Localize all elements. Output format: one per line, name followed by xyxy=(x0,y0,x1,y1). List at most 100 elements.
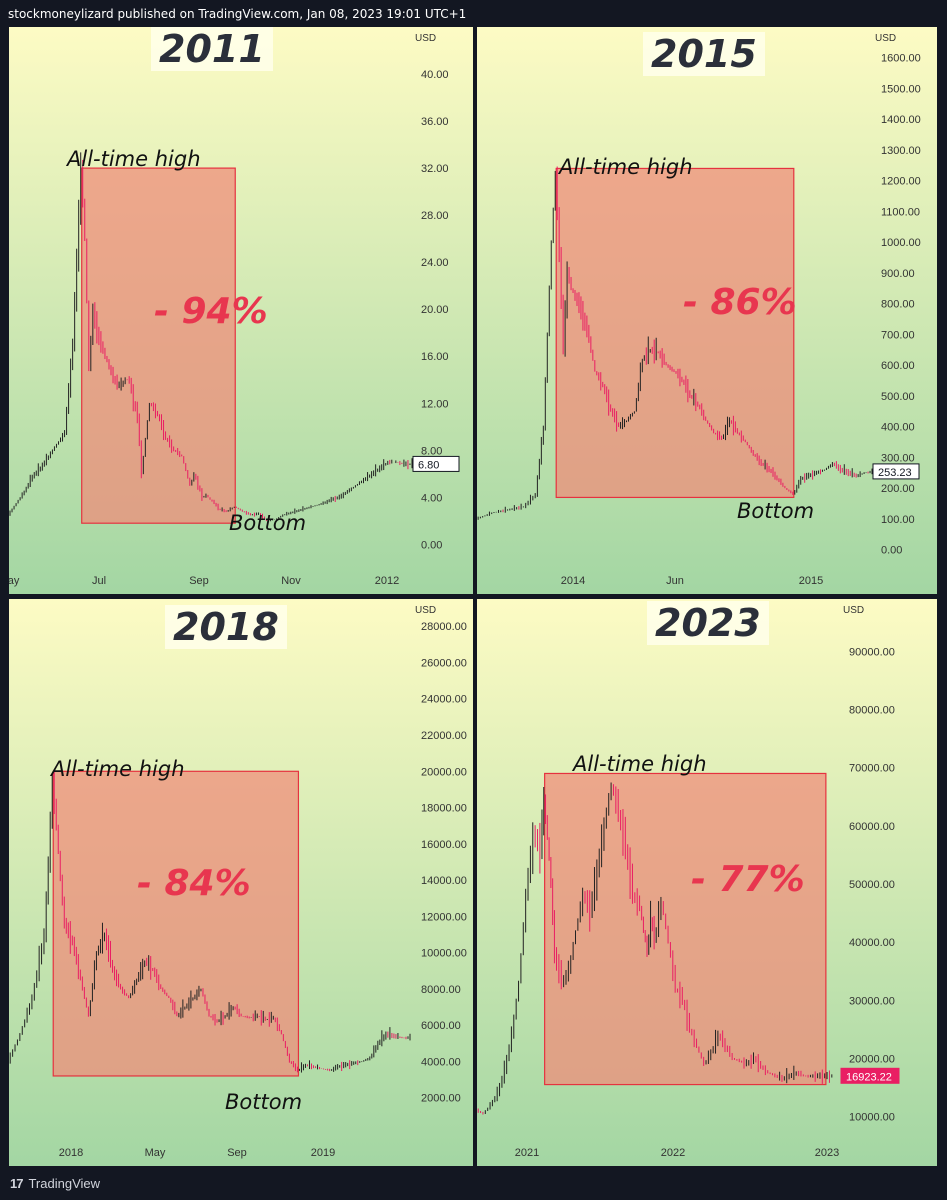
last-price-badge xyxy=(840,1067,900,1084)
x-tick-label: 2014 xyxy=(561,575,585,587)
publish-header: stockmoneylizard published on TradingVie… xyxy=(8,7,467,21)
chart-panel-2011: USD 0.00 4.00 8.00 12.00 16.00 20.00 24.00 28.00… xyxy=(9,27,473,594)
y-tick-label: 18000.00 xyxy=(421,803,467,815)
y-tick-label: 20.00 xyxy=(421,304,449,316)
x-tick-label: Jun xyxy=(666,575,684,587)
chart-panel-2018: USD 2000.00 4000.00 6000.00 8000.00 10000.00 1… xyxy=(9,599,473,1166)
chart-svg-2011: USD 0.00 4.00 8.00 12.00 16.00 20.00 24.00 28.00… xyxy=(9,27,473,594)
y-axis-unit-label: USD xyxy=(843,605,864,616)
drawdown-label-2018: - 84% xyxy=(137,863,251,904)
y-tick-label: 70000.00 xyxy=(849,763,895,775)
y-tick-label: 12000.00 xyxy=(421,911,467,923)
y-tick-label: 28.00 xyxy=(421,210,449,222)
last-price-label: 6.80 xyxy=(418,459,439,471)
drawdown-box xyxy=(81,167,236,524)
last-price-badge xyxy=(872,463,920,480)
y-tick-label: 0.00 xyxy=(421,539,442,551)
y-tick-label: 32.00 xyxy=(421,163,449,175)
y-tick-label: 500.00 xyxy=(881,391,915,403)
y-tick-label: 4.00 xyxy=(421,492,442,504)
y-tick-label: 14000.00 xyxy=(421,875,467,887)
ath-label-2015: All-time high xyxy=(559,155,693,179)
x-tick-label: 2018 xyxy=(59,1147,83,1159)
y-tick-label: 6000.00 xyxy=(421,1020,461,1032)
y-tick-label: 26000.00 xyxy=(421,657,467,669)
x-tick-label: 2021 xyxy=(515,1147,539,1159)
y-tick-label: 0.00 xyxy=(881,545,902,557)
y-tick-label: 40000.00 xyxy=(849,937,895,949)
x-tick-label: May xyxy=(9,575,20,587)
y-tick-label: 28000.00 xyxy=(421,621,467,633)
x-tick-label: Sep xyxy=(227,1147,247,1159)
y-tick-label: 22000.00 xyxy=(421,730,467,742)
drawdown-label-2011: - 94% xyxy=(154,291,268,332)
y-tick-label: 8000.00 xyxy=(421,984,461,996)
drawdown-box xyxy=(52,770,300,1077)
y-tick-label: 900.00 xyxy=(881,268,915,280)
y-tick-label: 20000.00 xyxy=(421,766,467,778)
y-tick-label: 8.00 xyxy=(421,445,442,457)
x-tick-label: 2019 xyxy=(311,1147,335,1159)
y-axis-unit-label: USD xyxy=(415,605,436,616)
y-tick-label: 800.00 xyxy=(881,299,915,311)
y-tick-label: 90000.00 xyxy=(849,646,895,658)
y-tick-label: 10000.00 xyxy=(849,1112,895,1124)
y-tick-label: 50000.00 xyxy=(849,879,895,891)
brand-name: TradingView xyxy=(28,1175,101,1191)
y-tick-label: 24.00 xyxy=(421,257,449,269)
chart-title-2015: 2015 xyxy=(643,32,765,76)
y-tick-label: 80000.00 xyxy=(849,704,895,716)
x-tick-label: Jul xyxy=(92,575,106,587)
y-tick-label: 60000.00 xyxy=(849,821,895,833)
y-tick-label: 40.00 xyxy=(421,69,449,81)
bottom-label-2018: Bottom xyxy=(225,1090,303,1114)
y-tick-label: 600.00 xyxy=(881,360,915,372)
y-tick-label: 20000.00 xyxy=(849,1053,895,1065)
last-price-badge xyxy=(412,455,460,472)
y-tick-label: 4000.00 xyxy=(421,1056,461,1068)
tradingview-logo-icon: 17 xyxy=(10,1175,24,1191)
y-tick-label: 100.00 xyxy=(881,514,915,526)
y-tick-label: 1000.00 xyxy=(881,237,921,249)
drawdown-label-2015: - 86% xyxy=(683,282,797,323)
x-tick-label: Sep xyxy=(189,575,209,587)
y-tick-label: 36.00 xyxy=(421,116,449,128)
ath-label-2018: All-time high xyxy=(51,757,185,781)
y-tick-label: 1300.00 xyxy=(881,145,921,157)
chart-panel-2023: USD 10000.00 20000.00 30000.00 40000.00 50000… xyxy=(477,599,937,1166)
y-tick-label: 300.00 xyxy=(881,452,915,464)
y-tick-label: 1100.00 xyxy=(881,206,920,218)
chart-title-2018: 2018 xyxy=(165,605,287,649)
last-price-label: 253.23 xyxy=(878,467,912,479)
y-tick-label: 30000.00 xyxy=(849,995,895,1007)
chart-svg-2018: USD 2000.00 4000.00 6000.00 8000.00 10000.00 1… xyxy=(9,599,473,1166)
bottom-label-2011: Bottom xyxy=(229,511,307,535)
chart-title-2011: 2011 xyxy=(151,27,273,71)
x-tick-label: 2015 xyxy=(799,575,823,587)
y-tick-label: 16.00 xyxy=(421,351,449,363)
y-tick-label: 400.00 xyxy=(881,422,915,434)
y-tick-label: 12.00 xyxy=(421,398,449,410)
drawdown-label-2023: - 77% xyxy=(691,859,805,900)
y-tick-label: 2000.00 xyxy=(421,1093,461,1105)
chart-panel-2015: USD 0.00 100.00 200.00 300.00 400.00 500.00 600… xyxy=(477,27,937,594)
drawdown-box xyxy=(555,167,795,499)
x-tick-label: 2023 xyxy=(815,1147,839,1159)
y-tick-label: 1600.00 xyxy=(881,53,921,65)
y-tick-label: 700.00 xyxy=(881,329,915,341)
y-tick-label: 16000.00 xyxy=(421,839,467,851)
x-tick-label: 2022 xyxy=(661,1147,685,1159)
x-tick-label: Nov xyxy=(281,575,301,587)
y-tick-label: 24000.00 xyxy=(421,694,467,706)
y-tick-label: 1200.00 xyxy=(881,176,921,188)
ath-label-2023: All-time high xyxy=(573,752,707,776)
footer: 17 TradingView xyxy=(10,1172,100,1194)
y-tick-label: 200.00 xyxy=(881,483,915,495)
x-tick-label: May xyxy=(145,1147,166,1159)
y-tick-label: 1500.00 xyxy=(881,83,921,95)
chart-svg-2023: USD 10000.00 20000.00 30000.00 40000.00 50000… xyxy=(477,599,937,1166)
bottom-label-2015: Bottom xyxy=(737,499,815,523)
y-axis-unit-label: USD xyxy=(875,33,896,44)
x-tick-label: 2012 xyxy=(375,575,399,587)
drawdown-box xyxy=(544,772,827,1086)
